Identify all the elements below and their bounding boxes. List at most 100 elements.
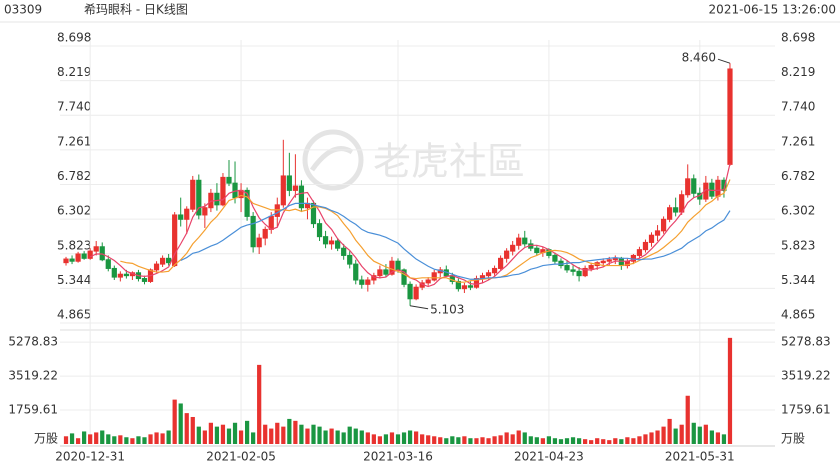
candle-body	[166, 257, 172, 264]
y-tick-label-right: 6.782	[781, 169, 815, 183]
volume-bar	[82, 431, 87, 444]
candle-body	[159, 257, 166, 265]
candle-body	[310, 202, 317, 225]
candle-body	[721, 179, 727, 191]
y-tick-label: 5.823	[57, 238, 91, 252]
volume-bar	[238, 430, 244, 444]
volume-bar	[269, 428, 274, 444]
candle-body	[467, 285, 474, 288]
volume-bar	[202, 430, 207, 444]
volume-bar	[468, 438, 473, 444]
candle-body	[280, 175, 286, 206]
volume-unit: 万股	[34, 432, 58, 446]
volume-bar	[420, 434, 425, 444]
volume-bar	[438, 437, 443, 444]
volume-bar	[474, 438, 479, 444]
volume-bar	[118, 435, 123, 444]
volume-bar	[613, 438, 618, 444]
candle-body	[153, 263, 160, 271]
y-tick-label-right: 6.302	[781, 204, 815, 218]
candle-body	[359, 279, 365, 285]
volume-bar	[305, 428, 310, 444]
volume-bar	[685, 395, 690, 444]
candle-body	[341, 247, 347, 256]
volume-bar	[136, 436, 141, 444]
volume-bar	[100, 430, 105, 444]
moving-average-line	[120, 179, 731, 283]
volume-bar	[601, 439, 606, 444]
candle-body	[431, 272, 437, 281]
volume-bar	[226, 428, 232, 444]
volume-bar	[564, 438, 570, 444]
volume-bar	[691, 422, 696, 444]
volume-bar	[353, 428, 358, 444]
volume-bar	[426, 435, 431, 444]
volume-bar	[516, 430, 521, 444]
volume-bar	[299, 424, 304, 444]
volume-bar	[528, 436, 533, 444]
volume-bar	[154, 432, 159, 444]
volume-bar	[540, 438, 545, 444]
volume-tick-label: 3519.22	[8, 369, 58, 383]
candle-body	[383, 269, 389, 275]
chart-title: 希玛眼科 - 日K线图	[84, 2, 188, 17]
volume-bar	[667, 418, 672, 444]
candle-body	[491, 267, 498, 274]
volume-bar	[214, 426, 220, 444]
candle-body	[316, 223, 323, 238]
x-tick-label: 2021-04-23	[514, 450, 584, 464]
candle-body	[455, 280, 461, 290]
candle-body	[117, 273, 123, 278]
watermark-text: 老虎社區	[373, 140, 525, 184]
volume-bar	[106, 434, 111, 444]
volume-bar	[293, 420, 298, 444]
volume-bar	[94, 432, 99, 444]
volume-bar	[148, 434, 153, 444]
volume-bar	[383, 434, 389, 444]
candle-body	[510, 244, 516, 252]
candle-body	[522, 237, 528, 245]
volume-bar	[679, 424, 684, 444]
volume-bar	[655, 430, 660, 444]
candle-body	[576, 270, 582, 277]
volume-bar	[323, 430, 328, 444]
volume-bar	[637, 436, 642, 444]
volume-bar	[450, 436, 455, 444]
candle-body	[588, 265, 594, 269]
volume-bar	[275, 422, 280, 444]
volume-bar	[534, 437, 539, 444]
volume-bar	[63, 436, 69, 444]
candle-body	[81, 253, 87, 259]
candle-body	[347, 254, 353, 265]
volume-bar	[486, 438, 491, 444]
candle-body	[636, 249, 643, 256]
volume-tick-label-right: 1759.61	[781, 403, 831, 417]
volume-bar	[510, 434, 515, 444]
annotation-label: 8.460	[682, 51, 716, 65]
volume-bar	[607, 440, 612, 444]
volume-bar	[643, 434, 648, 444]
candle-body	[63, 258, 69, 264]
volume-bar	[287, 418, 292, 444]
volume-bar	[589, 440, 594, 444]
candle-body	[600, 260, 606, 264]
candle-body	[69, 258, 75, 262]
moving-averages	[89, 163, 731, 288]
watermark-logo-mark	[309, 146, 354, 172]
candle-body	[504, 250, 510, 259]
candle-body	[105, 259, 111, 269]
volume-bar	[631, 438, 636, 444]
volume-bar	[172, 399, 177, 444]
candle-body	[552, 254, 558, 262]
volume-bar	[208, 422, 213, 444]
candle-body	[286, 175, 292, 191]
moving-average-line	[180, 202, 731, 280]
volume-bar	[196, 426, 201, 444]
candle-body	[401, 269, 407, 285]
volume-bar	[504, 432, 509, 444]
volume-bar	[184, 413, 189, 444]
y-tick-label-right: 7.261	[781, 134, 815, 148]
y-tick-label-right: 4.865	[781, 308, 815, 322]
